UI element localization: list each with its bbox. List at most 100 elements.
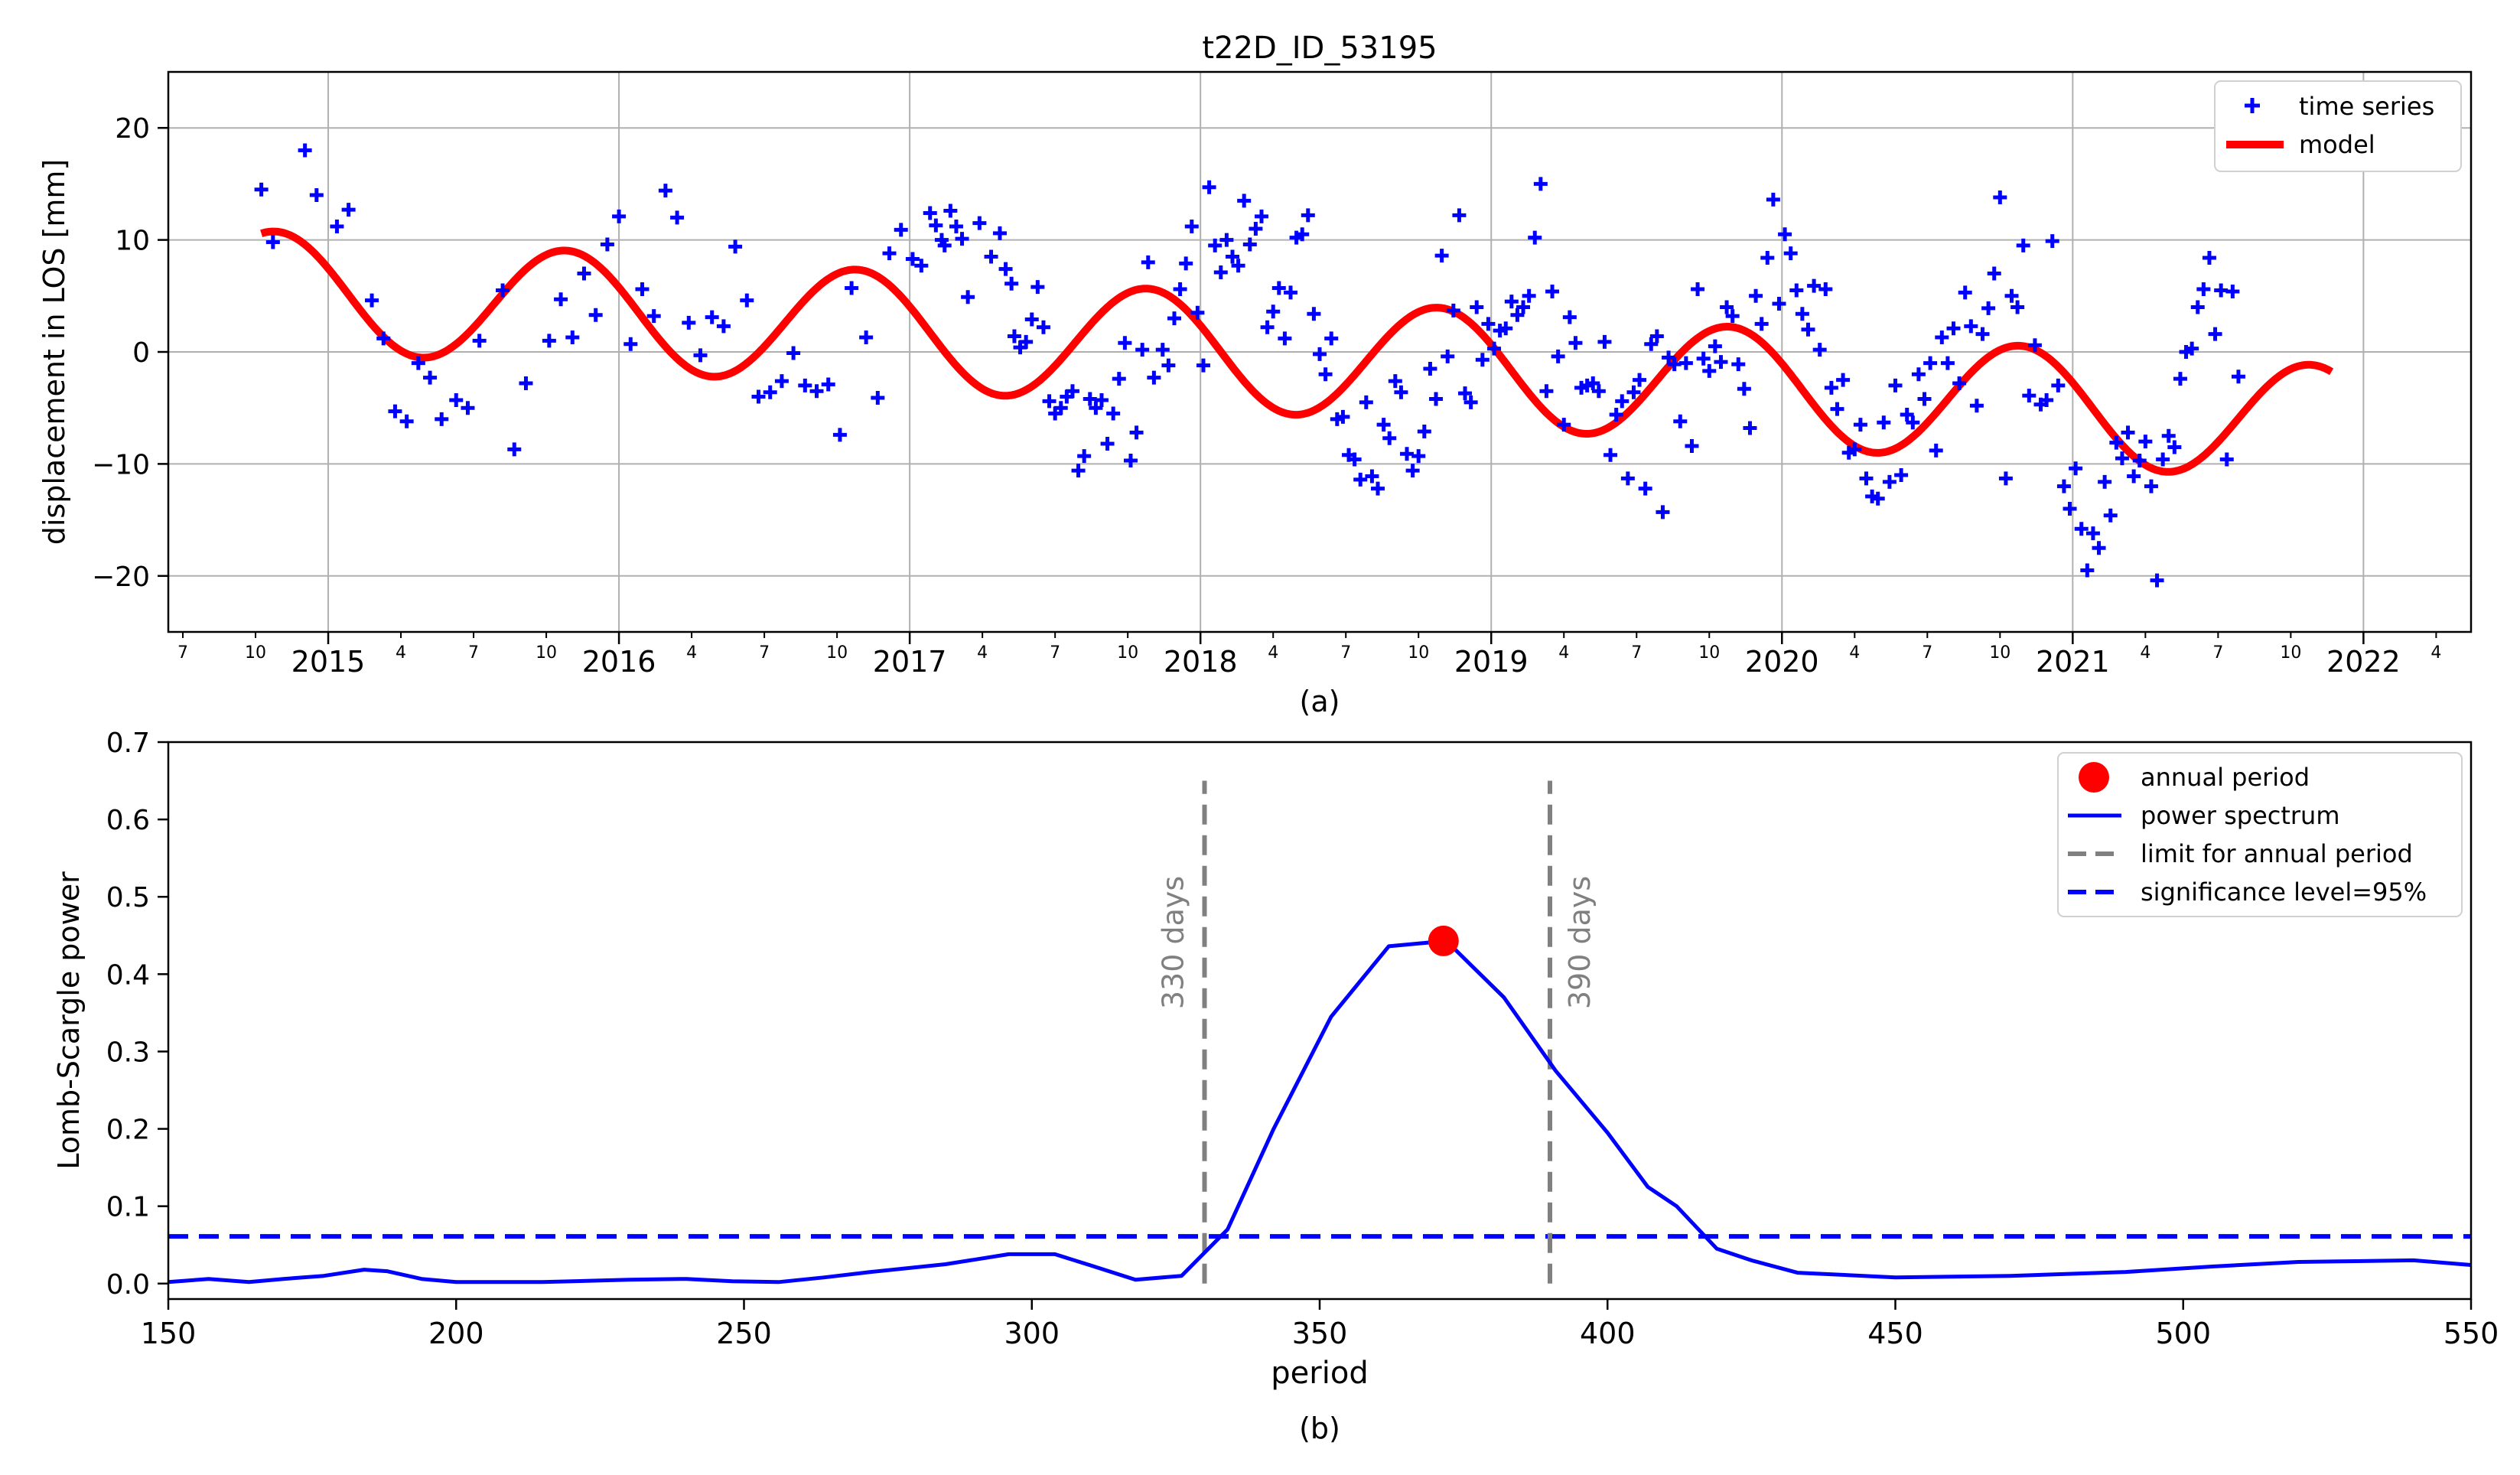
data-point (998, 262, 1013, 276)
y-axis-label: displacement in LOS [mm] (37, 159, 71, 545)
data-point (1772, 297, 1786, 311)
data-point (1429, 392, 1444, 406)
x-tick-label: 350 (1292, 1317, 1348, 1350)
data-point (1423, 361, 1437, 376)
data-point (929, 218, 943, 233)
data-point (1656, 505, 1670, 519)
data-point (1400, 447, 1415, 461)
y-tick-label: 0.0 (106, 1269, 150, 1301)
data-point (1202, 180, 1216, 194)
data-point (1030, 280, 1045, 295)
x-month-label: 10 (2280, 643, 2301, 663)
data-point (832, 428, 847, 442)
x-month-label: 10 (245, 643, 266, 663)
data-point (1434, 249, 1449, 263)
data-point (1702, 363, 1717, 378)
data-point (2156, 452, 2170, 467)
data-point (1836, 373, 1851, 387)
data-point (1993, 190, 2007, 204)
data-point (1353, 472, 1368, 487)
data-point (1173, 282, 1187, 297)
y-tick-label: 0.5 (106, 882, 150, 913)
data-point (1129, 425, 1144, 440)
data-point (1807, 278, 1822, 293)
x-tick-label: 500 (2155, 1317, 2211, 1350)
data-point (2010, 300, 2025, 314)
data-point (1801, 322, 1815, 337)
legend-label: limit for annual period (2141, 839, 2413, 868)
data-point (1737, 382, 1751, 396)
x-month-label: 4 (1268, 643, 1278, 663)
x-month-label: 4 (1558, 643, 1569, 663)
data-point (1830, 402, 1844, 416)
data-point (1118, 336, 1132, 350)
data-point (1696, 351, 1711, 366)
panel-label: (b) (1299, 1412, 1340, 1445)
y-tick-label: 0.2 (106, 1115, 150, 1146)
data-point (1998, 471, 2013, 486)
data-point (1795, 307, 1809, 321)
data-point (1818, 282, 1833, 297)
data-point (399, 414, 414, 428)
x-year-label: 2021 (2036, 645, 2110, 679)
data-point (1036, 320, 1050, 334)
y-tick-label: −10 (92, 449, 150, 480)
x-month-label: 4 (2430, 643, 2441, 663)
data-point (1123, 454, 1138, 468)
x-tick-label: 300 (1004, 1317, 1060, 1350)
data-point (984, 249, 998, 264)
data-point (1411, 449, 1426, 464)
x-year-label: 2019 (1454, 645, 1529, 679)
data-point (330, 220, 344, 234)
data-point (1260, 320, 1275, 334)
x-month-label: 7 (2212, 643, 2223, 663)
data-point (1053, 401, 1068, 415)
data-point (2069, 461, 2083, 476)
data-point (1295, 227, 1310, 242)
data-point (2045, 234, 2059, 249)
data-point (923, 206, 937, 220)
data-point (1958, 285, 1972, 300)
x-month-label: 10 (1989, 643, 2010, 663)
data-point (1848, 442, 1862, 457)
data-point (1242, 237, 1257, 252)
data-point (1731, 357, 1746, 372)
data-point (1161, 358, 1176, 373)
data-point (2004, 288, 2019, 303)
data-point (1877, 415, 1891, 430)
x-month-label: 7 (1922, 643, 1932, 663)
data-point (376, 331, 391, 346)
x-tick-label: 400 (1580, 1317, 1636, 1350)
panel-label: (a) (1300, 685, 1340, 718)
data-point (1504, 295, 1519, 309)
data-point (1083, 392, 1097, 406)
data-point (2144, 479, 2158, 493)
data-point (1307, 307, 1321, 321)
data-point (2138, 435, 2153, 449)
panel-b-periodogram-chart: 0.0 0.1 0.2 0.3 0.4 0.5 0.6 0.7 150 200 250 300 350 4… (52, 728, 2499, 1445)
data-point (411, 356, 425, 370)
data-point (1633, 373, 1647, 387)
data-point (1283, 285, 1297, 300)
y-tick-label: 0.6 (106, 805, 150, 836)
data-point (2016, 238, 2030, 252)
data-point (1446, 303, 1460, 317)
data-point (955, 232, 969, 246)
data-point (472, 334, 487, 348)
data-point (1708, 339, 1722, 353)
x-month-label: 4 (1849, 643, 1860, 663)
data-point (1271, 281, 1286, 295)
data-point (1969, 399, 1984, 413)
data-point (1065, 384, 1079, 399)
data-point (821, 377, 835, 392)
data-point (1376, 418, 1391, 432)
data-point (658, 184, 672, 198)
data-point (1545, 284, 1560, 298)
data-point (1155, 343, 1170, 357)
data-point (2085, 526, 2100, 541)
data-point (496, 283, 510, 298)
data-point (1638, 481, 1652, 496)
data-point (254, 182, 269, 197)
data-point (894, 223, 908, 237)
